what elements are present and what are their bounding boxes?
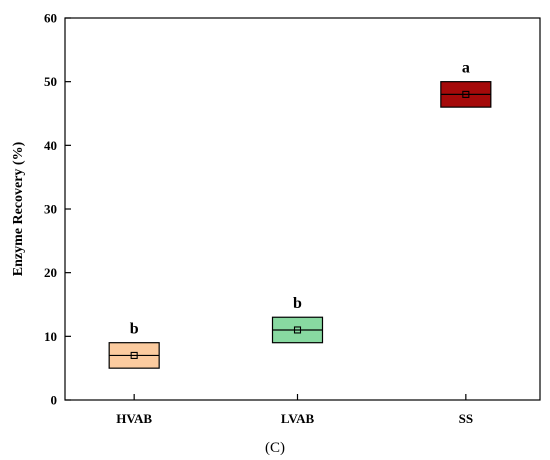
significance-label: b — [130, 321, 139, 338]
mean-marker — [462, 90, 470, 98]
mean-marker — [130, 351, 138, 359]
x-axis: HVAB LVAB SS — [116, 394, 473, 426]
boxes: b b a — [108, 60, 492, 369]
x-tick-label: HVAB — [116, 411, 152, 426]
y-tick-label: 40 — [44, 138, 57, 153]
y-tick-label: 50 — [44, 74, 57, 89]
significance-label: b — [293, 295, 302, 312]
mean-marker — [293, 326, 302, 334]
y-axis-title: Enzyme Recovery (%) — [11, 141, 26, 276]
figure-caption: (C) — [265, 440, 285, 456]
y-tick-label: 20 — [44, 265, 57, 280]
y-tick-label: 60 — [44, 11, 57, 26]
x-tick-label: SS — [459, 411, 473, 426]
box-lvab: b — [271, 295, 324, 344]
significance-label: a — [462, 60, 470, 77]
box-hvab: b — [108, 321, 160, 369]
y-tick-label: 0 — [51, 393, 58, 408]
y-axis: 0 10 20 30 40 50 60 — [44, 11, 71, 408]
y-tick-label: 10 — [44, 329, 57, 344]
x-tick-label: LVAB — [281, 411, 315, 426]
y-tick-label: 30 — [44, 202, 57, 217]
box-ss: a — [440, 60, 492, 108]
